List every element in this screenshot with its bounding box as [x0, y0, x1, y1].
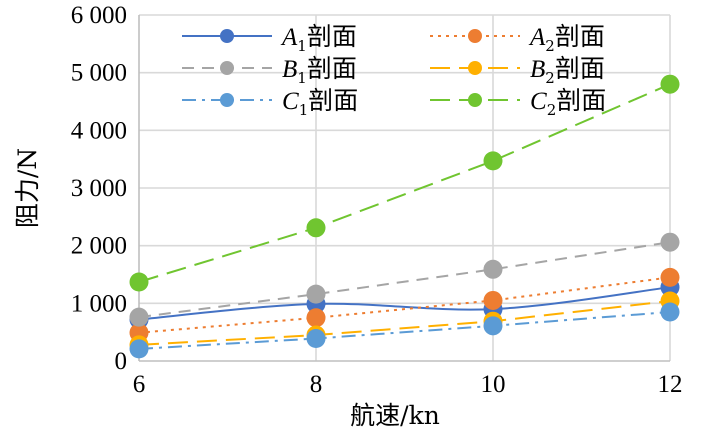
legend-item-c2-: C2剖面: [430, 86, 606, 119]
data-point-b1-: [129, 307, 149, 327]
y-axis-title: 阻力/N: [13, 148, 42, 228]
legend-label: B1剖面: [282, 54, 357, 87]
legend-item-b2-: B2剖面: [430, 54, 605, 87]
y-tick-label: 6 000: [71, 2, 127, 29]
plot-frame: [138, 15, 670, 362]
series-points: [129, 74, 680, 359]
legend-item-a2-: A2剖面: [430, 22, 605, 55]
x-tick-label: 8: [310, 371, 323, 398]
x-tick-label: 12: [658, 371, 683, 398]
legend-swatch-marker: [220, 93, 234, 107]
y-tick-label: 0: [115, 348, 128, 375]
series-lines: [138, 83, 671, 350]
x-tick-label: 10: [481, 371, 506, 398]
legend: A1剖面 A2剖面 B1剖面 B2剖面 C1剖面 C2剖面: [182, 22, 606, 119]
series-line-c1-: [138, 310, 671, 350]
series-line-b1-: [138, 241, 671, 319]
legend-swatch-marker: [468, 61, 482, 75]
y-tick-label: 3 000: [71, 175, 127, 202]
legend-swatch-marker: [468, 93, 482, 107]
x-tick-label: 6: [133, 371, 146, 398]
data-point-a2-: [306, 308, 326, 328]
data-point-c2-: [483, 151, 503, 171]
y-tick-label: 2 000: [71, 233, 127, 260]
data-point-a2-: [483, 290, 503, 310]
legend-swatch-marker: [220, 29, 234, 43]
y-axis-ticks: 0 1 000 2 000 3 000 4 000 5 000 6 000: [71, 2, 127, 375]
data-point-c1-: [129, 339, 149, 359]
y-tick-label: 4 000: [71, 117, 127, 144]
data-point-c1-: [306, 329, 326, 349]
legend-label: C2剖面: [530, 86, 606, 119]
legend-label: A1剖面: [280, 22, 357, 55]
data-point-a2-: [660, 267, 680, 287]
legend-swatch-marker: [468, 29, 482, 43]
legend-item-c1-: C1剖面: [182, 86, 358, 119]
x-axis-title: 航速/kn: [350, 401, 440, 430]
data-point-c1-: [660, 302, 680, 322]
legend-label: A2剖面: [528, 22, 605, 55]
data-point-b1-: [306, 284, 326, 304]
data-point-c2-: [660, 74, 680, 94]
data-point-b1-: [660, 232, 680, 252]
legend-item-a1-: A1剖面: [182, 22, 357, 55]
x-axis-ticks: 6 8 10 12: [133, 371, 683, 398]
legend-label: B2剖面: [530, 54, 605, 87]
data-point-c2-: [306, 218, 326, 238]
data-point-b1-: [483, 259, 503, 279]
legend-item-b1-: B1剖面: [182, 54, 357, 87]
legend-label: C1剖面: [282, 86, 358, 119]
series-line-a1-: [138, 286, 671, 321]
series-line-c2-: [138, 83, 671, 283]
series-line-a2-: [138, 276, 671, 334]
y-tick-label: 5 000: [71, 60, 127, 87]
data-point-c2-: [129, 272, 149, 292]
legend-swatch-marker: [220, 61, 234, 75]
y-tick-label: 1 000: [71, 290, 127, 317]
data-point-c1-: [483, 316, 503, 336]
series-line-b2-: [138, 300, 671, 346]
